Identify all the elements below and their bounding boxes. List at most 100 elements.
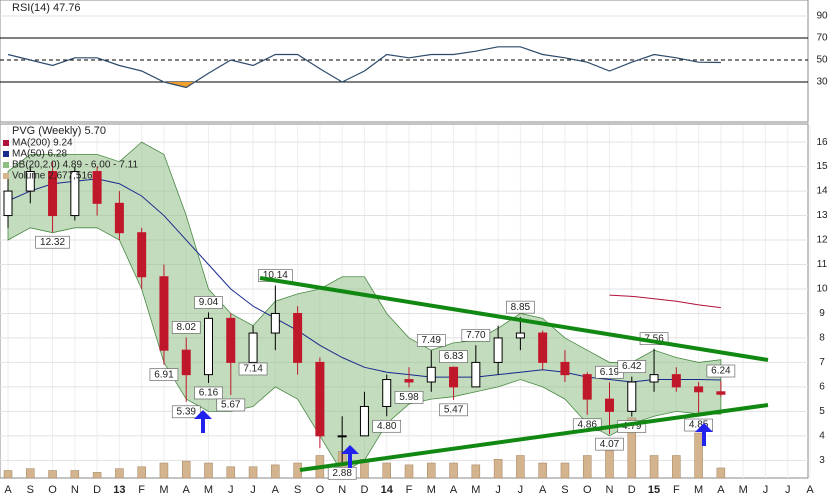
legend-swatch [3,162,9,168]
value-label: 6.24 [711,366,731,377]
value-label-box [416,334,446,347]
x-tick-label: J [228,484,234,496]
value-label-box [461,328,491,342]
x-tick-label: A [183,484,191,496]
volume-bar [605,447,614,479]
volume-bar [516,455,525,479]
rsi-line [7,46,721,89]
y-tick-label: 5 [819,406,825,417]
value-label-box [238,362,268,376]
x-tick-label: A [272,484,280,496]
x-tick-label: A [4,484,12,496]
candle-body [449,366,459,388]
y-tick-label: 7 [819,357,825,368]
candle-body [471,361,481,388]
y-tick-label: 10 [816,284,828,295]
value-label: 5.67 [221,400,241,411]
volume-bar [92,472,102,479]
x-tick-label: J [763,484,769,496]
y-tick-label: 3 [819,455,825,466]
value-label-box [706,364,736,378]
y-tick-label: 12 [816,235,828,246]
candle-body [337,435,347,438]
value-label: 4.07 [600,439,620,450]
value-label: 12.32 [40,237,65,248]
x-tick-label: F [406,484,413,496]
value-label-box [394,391,424,404]
x-tick-label: O [316,484,325,496]
rsi-oversold-area [8,82,721,88]
candle-body [649,374,659,383]
candle-body [560,361,570,376]
legend-label: MA(50) 6.28 [12,149,67,160]
value-label: 7.70 [466,330,486,341]
x-tick-label: M [204,484,213,496]
value-label-box [171,405,201,419]
y-tick-label: 6 [819,382,825,393]
value-label: 8.02 [176,322,196,333]
candle-body [48,171,58,217]
volume-bar [649,455,659,479]
candle-body [204,317,213,376]
candle-body [538,332,548,363]
value-label: 9.04 [199,297,219,308]
candle-body [248,332,258,363]
value-label: 7.49 [422,335,442,346]
volume-bar [538,462,547,479]
candle-body [493,337,503,363]
y-tick-label: 8 [819,333,825,344]
candle-body [627,381,637,412]
volume-bar [48,470,57,479]
x-tick-label: 15 [648,484,660,496]
volume-bar [271,464,280,479]
volume-bar [248,466,258,479]
x-tick-label: A [806,484,814,496]
candle-body [270,312,280,334]
volume-bar [582,455,592,479]
legend-label: BB(20,2.0) 4.89 - 6.00 - 7.11 [12,160,138,171]
x-tick-label: M [739,484,748,496]
value-label-box [171,321,201,334]
candle-body [181,349,191,376]
value-label: 10.14 [263,270,288,281]
value-label-box [327,466,357,480]
x-tick-label: F [673,484,680,496]
trend-line [259,276,769,362]
candle-body [293,312,303,363]
value-label-box [149,368,179,381]
trend-line [299,403,769,472]
arrow [194,410,212,433]
value-label: 5.39 [176,406,196,417]
value-label-box [439,350,468,363]
legend-label: MA(200) 9.24 [12,138,73,149]
x-tick-label: D [93,484,101,496]
value-label-box [617,360,647,373]
rsi-panel [0,0,809,123]
value-label-box [595,437,624,451]
candle-body [582,374,592,400]
legend-swatch [3,151,9,157]
x-tick-label: F [138,484,145,496]
volume-bar [70,470,80,479]
value-label: 6.42 [622,361,642,372]
candle-body [315,361,325,437]
volume-bar [694,432,703,479]
x-tick-label: O [48,484,57,496]
volume-bar [471,464,481,479]
volume-bar [181,460,191,479]
value-label: 4.79 [622,421,642,432]
x-tick-label: S [294,484,301,496]
y-tick-label: 50 [816,55,828,66]
x-tick-label: O [583,484,592,496]
value-label-box [35,235,70,249]
volume-bar [382,462,391,479]
candle-body [70,171,80,217]
candle-body [25,171,35,192]
candle-body [359,405,369,437]
x-tick-label: 14 [381,484,394,496]
volume-bar [627,417,637,479]
candle-body [159,276,169,351]
x-tick-label: M [159,484,168,496]
x-tick-label: A [450,484,458,496]
